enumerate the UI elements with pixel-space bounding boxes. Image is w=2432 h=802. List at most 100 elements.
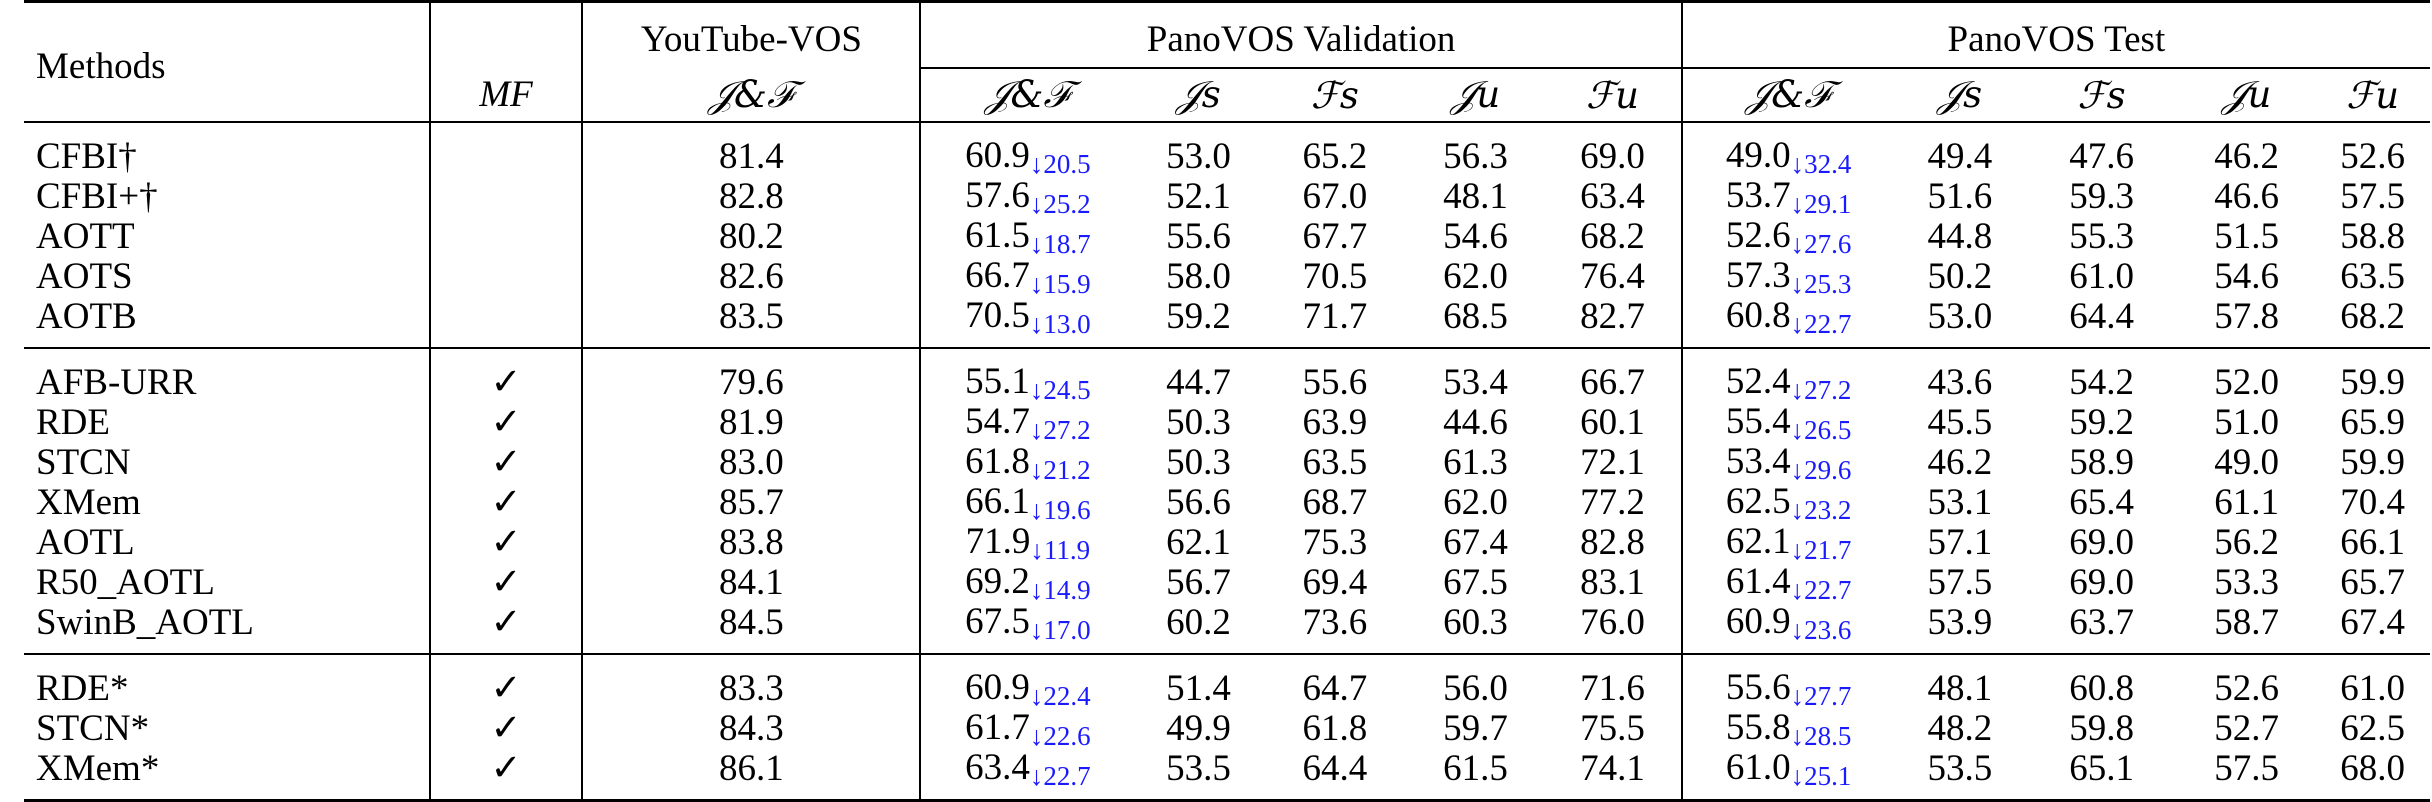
test-fs-cell: 65.4 — [2069, 482, 2134, 523]
mf-cell — [428, 177, 583, 217]
method-cell: CFBI† — [36, 136, 137, 177]
val-fs-cell: 55.6 — [1302, 362, 1368, 403]
val-ju-cell: 61.3 — [1443, 442, 1508, 483]
score-value: 60.9 — [1725, 601, 1791, 642]
val-fs-cell: 65.2 — [1302, 136, 1368, 177]
drop-value: 29.6 — [1804, 455, 1852, 485]
val-jf-cell: 66.7↓15.9 — [919, 255, 1135, 299]
down-arrow-icon: ↓ — [1029, 375, 1044, 405]
val-js-cell: 49.9 — [1166, 708, 1231, 749]
val-fu-cell: 77.2 — [1580, 482, 1645, 523]
table-row: AFB-URR ✓ 79.6 55.1↓24.5 44.7 55.6 53.4 66.7 52.… — [24, 348, 2430, 405]
method-cell: XMem* — [36, 748, 160, 789]
score-value: 61.7 — [965, 707, 1030, 748]
down-arrow-icon: ↓ — [1790, 229, 1805, 259]
val-ju-cell: 67.4 — [1443, 522, 1508, 563]
test-fs-cell: 59.2 — [2069, 402, 2134, 443]
val-jf-cell: 54.7↓27.2 — [919, 401, 1135, 445]
test-jf-cell: 62.5↓23.2 — [1680, 483, 1895, 525]
score-value: 61.4 — [1725, 561, 1791, 602]
val-ju-cell: 54.6 — [1443, 216, 1508, 257]
youtube-jf-cell: 84.5 — [581, 603, 921, 654]
score-value: 52.6 — [1725, 215, 1791, 256]
test-js-cell: 53.9 — [1927, 602, 1993, 643]
val-fs-cell: 63.5 — [1302, 442, 1368, 483]
drop-annotation: ↓22.7 — [1791, 575, 1852, 605]
drop-annotation: ↓27.7 — [1791, 681, 1852, 711]
test-js-cell: 43.6 — [1927, 362, 1993, 403]
drop-annotation: ↓25.3 — [1791, 269, 1852, 299]
val-js-cell: 44.7 — [1166, 362, 1231, 403]
val-js-header: 𝒥s — [1176, 73, 1221, 116]
drop-value: 15.9 — [1043, 269, 1091, 299]
score-value: 62.1 — [1725, 521, 1791, 562]
youtube-jf-cell: 83.5 — [581, 297, 921, 348]
drop-annotation: ↓20.5 — [1030, 149, 1091, 179]
mf-cell — [428, 297, 583, 348]
drop-value: 23.2 — [1804, 495, 1852, 525]
drop-value: 28.5 — [1804, 721, 1852, 751]
val-js-cell: 56.6 — [1166, 482, 1231, 523]
score-value: 54.7 — [965, 401, 1030, 442]
drop-value: 32.4 — [1804, 149, 1852, 179]
val-jf-cell: 60.9↓22.4 — [919, 654, 1135, 711]
drop-annotation: ↓22.7 — [1030, 761, 1091, 791]
score-value: 71.9 — [965, 521, 1031, 562]
test-fu-cell: 59.9 — [2340, 362, 2406, 403]
val-js-cell: 50.3 — [1166, 402, 1231, 443]
val-fu-cell: 76.0 — [1580, 602, 1645, 643]
drop-value: 22.7 — [1804, 575, 1852, 605]
test-jf-cell: 53.4↓29.6 — [1680, 443, 1895, 485]
val-fu-cell: 68.2 — [1580, 216, 1645, 257]
drop-value: 14.9 — [1043, 575, 1091, 605]
header-row-1: Methods YouTube-VOS PanoVOS Validation P… — [24, 1, 2430, 87]
down-arrow-icon: ↓ — [1790, 375, 1805, 405]
drop-annotation: ↓22.4 — [1030, 681, 1091, 711]
drop-value: 22.7 — [1804, 309, 1852, 339]
panovos-validation-header: PanoVOS Validation — [919, 1, 1682, 69]
score-value: 60.9 — [965, 667, 1030, 708]
score-value: 66.7 — [965, 255, 1030, 296]
down-arrow-icon: ↓ — [1029, 575, 1044, 605]
val-fs-header: ℱs — [1310, 73, 1359, 117]
test-fs-cell: 58.9 — [2069, 442, 2134, 483]
youtube-jf-cell: 82.8 — [581, 177, 921, 217]
down-arrow-icon: ↓ — [1029, 615, 1044, 645]
mf-header: MF — [428, 68, 583, 122]
val-ju-header: 𝒥u — [1450, 73, 1501, 116]
test-ju-cell: 52.0 — [2214, 362, 2279, 403]
score-value: 61.5 — [965, 215, 1030, 256]
test-fs-cell: 61.0 — [2069, 256, 2134, 297]
val-js-cell: 52.1 — [1166, 176, 1231, 217]
val-jf-cell: 61.7↓22.6 — [919, 707, 1135, 751]
drop-value: 11.9 — [1043, 535, 1091, 565]
test-ju-cell: 56.2 — [2214, 522, 2279, 563]
val-js-cell: 60.2 — [1166, 602, 1231, 643]
val-jf-cell: 60.9↓20.5 — [919, 122, 1135, 179]
score-value: 61.8 — [965, 441, 1030, 482]
score-value: 55.6 — [1725, 667, 1791, 708]
youtube-vos-header: YouTube-VOS — [581, 1, 921, 68]
drop-annotation: ↓23.6 — [1791, 615, 1852, 645]
youtube-jf-cell: 81.4 — [581, 122, 921, 177]
method-cell: SwinB_AOTL — [36, 602, 254, 643]
val-js-cell: 55.6 — [1166, 216, 1231, 257]
mf-cell: ✓ — [428, 749, 583, 801]
youtube-jf-cell: 84.3 — [581, 709, 921, 749]
test-ju-cell: 52.6 — [2214, 668, 2279, 709]
val-jf-cell: 67.5↓17.0 — [919, 603, 1135, 654]
table-row: XMem ✓ 85.7 66.1↓19.6 56.6 68.7 62.0 77.2 62.5↓2… — [24, 481, 2430, 526]
method-cell: AOTT — [36, 216, 135, 257]
drop-value: 13.0 — [1043, 309, 1091, 339]
val-fu-header: ℱu — [1586, 73, 1639, 117]
val-ju-cell: 48.1 — [1443, 176, 1508, 217]
val-js-cell: 62.1 — [1166, 522, 1231, 563]
drop-annotation: ↓13.0 — [1030, 309, 1091, 339]
score-value: 55.4 — [1725, 401, 1791, 442]
down-arrow-icon: ↓ — [1029, 189, 1044, 219]
test-fu-cell: 61.0 — [2340, 668, 2406, 709]
test-fu-cell: 63.5 — [2340, 256, 2406, 297]
test-jf-cell: 61.4↓22.7 — [1680, 561, 1895, 605]
score-value: 66.1 — [965, 481, 1030, 522]
table-row: AOTT 80.2 61.5↓18.7 55.6 67.7 54.6 68.2 52.6↓27… — [24, 215, 2430, 260]
